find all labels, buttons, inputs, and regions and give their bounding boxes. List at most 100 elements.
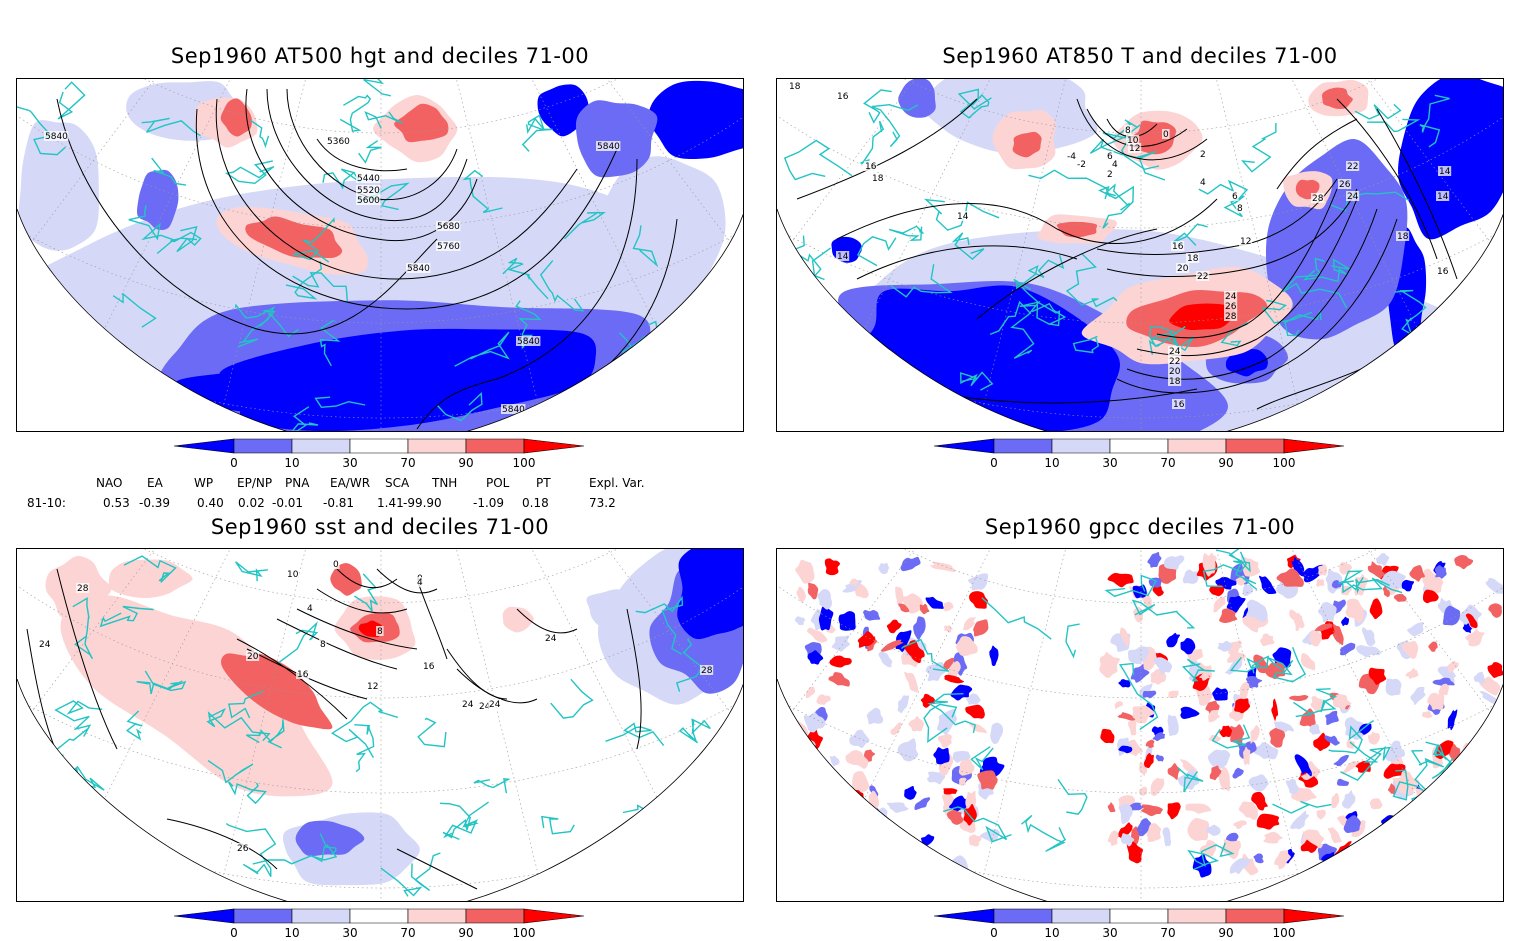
index-name-epnp: EP/NP xyxy=(237,476,273,490)
contour-label: 14 xyxy=(1439,167,1451,177)
index-value-nao: 0.53 xyxy=(103,496,130,510)
contour-label: 28 xyxy=(1225,312,1237,322)
contour-label: 18 xyxy=(1187,254,1199,264)
contour-label: 8 xyxy=(1125,126,1131,136)
contour-label: 5600 xyxy=(357,196,380,206)
contour-label: 5680 xyxy=(437,222,460,232)
contour-label: 22 xyxy=(1169,357,1180,367)
contour-label: 28 xyxy=(77,584,89,594)
index-name-pna: PNA xyxy=(285,476,310,490)
contour-label: 5440 xyxy=(357,174,380,184)
colorbar-segment xyxy=(233,908,293,924)
colorbar-segment xyxy=(993,908,1053,924)
colorbar-t850: 0 10 30 70 90 100 xyxy=(933,438,1354,471)
index-name-pol: POL xyxy=(486,476,510,490)
contour-label: 6 xyxy=(1107,152,1113,162)
contour-label: 10 xyxy=(1127,136,1139,146)
colorbar-segment xyxy=(173,908,235,924)
contour-label: 6 xyxy=(1232,192,1238,202)
colorbar-segment xyxy=(349,908,409,924)
contour-label: 24 xyxy=(1225,292,1237,302)
contour-label: 0 xyxy=(1163,130,1169,140)
panel-title-hgt500: Sep1960 AT500 hgt and deciles 71-00 xyxy=(170,44,590,68)
contour-label: 26 xyxy=(237,844,249,854)
colorbar-tick-label: 70 xyxy=(400,456,415,470)
colorbar-segment xyxy=(465,908,525,924)
contour-label: 5520 xyxy=(357,186,380,196)
contour-label: 12 xyxy=(1240,237,1251,247)
contour-label: 14 xyxy=(1437,192,1449,202)
contour-label: 4 xyxy=(1112,160,1118,170)
index-name-explvar: Expl. Var. xyxy=(589,476,645,490)
contour-label: -4 xyxy=(1067,152,1076,162)
colorbar-segment xyxy=(291,438,351,454)
contour-label: 28 xyxy=(1312,194,1324,204)
colorbar-tick-label: 70 xyxy=(400,926,415,940)
contour-label: 5840 xyxy=(407,264,430,274)
contour-label: 2 xyxy=(1200,150,1206,160)
index-value-tnh: -99.90 xyxy=(403,496,442,510)
contour-label: 5840 xyxy=(517,337,540,347)
colorbar-segment xyxy=(1167,438,1227,454)
map-panel-t850: 18 16 18 16 14 14 8 10 12 6 4 2 0 -2 -4 2 4 6 8 12 16 18 20 22 2… xyxy=(776,78,1504,432)
colorbar-tick-label: 100 xyxy=(513,926,536,940)
contour-label: 20 xyxy=(1169,367,1181,377)
colorbar-tick-label: 90 xyxy=(458,456,473,470)
colorbar-segment xyxy=(1051,438,1111,454)
contour-label: 16 xyxy=(865,162,877,172)
colorbar-tick-label: 70 xyxy=(1160,926,1175,940)
contour-label: 12 xyxy=(367,682,378,692)
colorbar-segment xyxy=(1167,908,1227,924)
contour-label: 8 xyxy=(1237,204,1243,214)
panel-title-t850: Sep1960 AT850 T and deciles 71-00 xyxy=(942,44,1338,68)
contour-label: 24 xyxy=(1347,192,1359,202)
colorbar-segment xyxy=(993,438,1053,454)
index-value-ea: -0.39 xyxy=(139,496,171,510)
colorbar-segment xyxy=(291,908,351,924)
contour-label: 8 xyxy=(377,627,383,637)
contour-label: 16 xyxy=(423,662,435,672)
contour-label: 18 xyxy=(789,82,801,92)
contour-label: 28 xyxy=(701,666,713,676)
index-value-explvar: 73.2 xyxy=(589,496,616,510)
map-panel-gpcc xyxy=(776,548,1504,902)
colorbar-segment xyxy=(407,908,467,924)
colorbar-segment xyxy=(1225,908,1285,924)
colorbar-tick-label: 90 xyxy=(458,926,473,940)
index-value-eawr: -0.81 xyxy=(323,496,355,510)
contour-label: 10 xyxy=(287,570,299,580)
contour-label: 20 xyxy=(1177,264,1189,274)
colorbar-tick-label: 10 xyxy=(1044,456,1059,470)
panel-title-sst: Sep1960 sst and deciles 71-00 xyxy=(210,515,550,539)
indices-row-label: 81-10: xyxy=(27,496,66,510)
contour-label: 22 xyxy=(1197,272,1208,282)
colorbar-tick-label: 70 xyxy=(1160,456,1175,470)
map-sst-svg: 28242420161288400416242424282610 xyxy=(17,549,743,901)
contour-label: 20 xyxy=(247,652,259,662)
colorbar-segment xyxy=(933,438,995,454)
colorbar-gpcc: 0 10 30 70 90 100 xyxy=(933,908,1354,941)
contour-label: 18 xyxy=(1397,232,1409,242)
panel-title-gpcc: Sep1960 gpcc deciles 71-00 xyxy=(984,515,1296,539)
index-name-eawr: EA/WR xyxy=(330,476,371,490)
colorbar-tick-label: 0 xyxy=(990,926,998,940)
map-gpcc-svg xyxy=(777,549,1503,901)
contour-label: 16 xyxy=(1173,400,1185,410)
contour-label: 16 xyxy=(837,92,849,102)
colorbar-segment xyxy=(933,908,995,924)
index-value-wp: 0.40 xyxy=(197,496,224,510)
contour-label: 18 xyxy=(872,174,884,184)
colorbar-segment xyxy=(173,438,235,454)
index-name-sca: SCA xyxy=(385,476,410,490)
contour-label: -2 xyxy=(1077,160,1086,170)
index-name-ea: EA xyxy=(147,476,163,490)
colorbar-segment xyxy=(1109,438,1169,454)
contour-label: 5840 xyxy=(45,132,68,142)
index-value-sca: 1.41 xyxy=(377,496,404,510)
index-value-pna: -0.01 xyxy=(272,496,304,510)
index-name-pt: PT xyxy=(536,476,551,490)
contour-label: 4 xyxy=(1200,178,1206,188)
colorbar-segment xyxy=(407,438,467,454)
contour-label: 5360 xyxy=(327,137,350,147)
contour-label: 16 xyxy=(1437,267,1449,277)
